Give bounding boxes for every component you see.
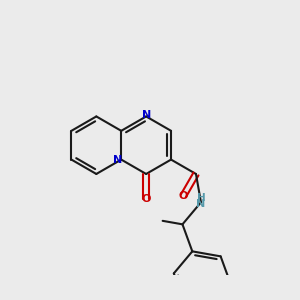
Text: N: N: [113, 154, 122, 165]
Text: O: O: [142, 194, 151, 204]
Text: N: N: [142, 110, 151, 119]
Text: H: H: [196, 194, 205, 203]
Text: O: O: [178, 191, 188, 201]
Text: N: N: [196, 199, 206, 209]
